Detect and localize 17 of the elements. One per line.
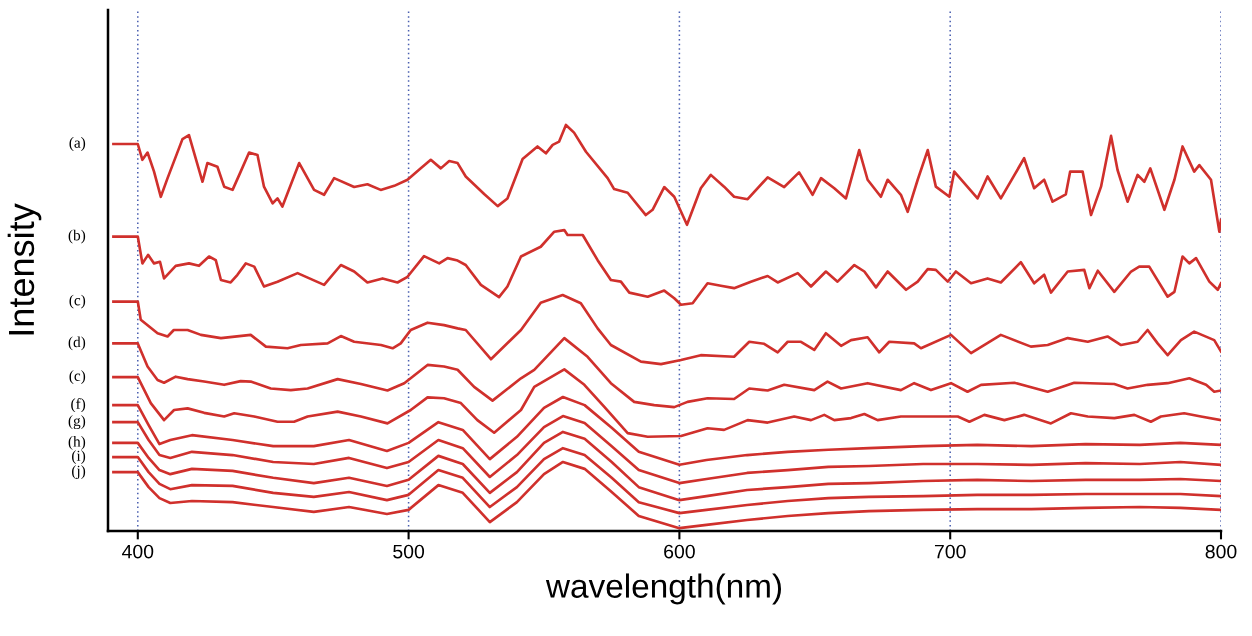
series-label: (a): [69, 137, 86, 151]
series-label: (c): [69, 294, 86, 309]
x-axis-title: wavelength(nm): [545, 573, 782, 605]
x-tick-label: 600: [664, 544, 695, 559]
series-label: (g): [68, 415, 86, 430]
series-label: (j): [72, 465, 86, 480]
y-axis-title: Intensity: [7, 203, 42, 335]
x-tick-label: 400: [122, 544, 154, 559]
series-label: (i): [72, 450, 86, 465]
series-label: (h): [68, 435, 86, 450]
series-label: (d): [68, 336, 86, 351]
x-tick-label: 700: [934, 544, 966, 559]
series-label: (b): [68, 229, 86, 244]
series-label: (f): [71, 398, 86, 413]
series-label: (c): [69, 370, 86, 385]
x-tick-label: 500: [393, 544, 425, 559]
x-tick-label: 800: [1205, 544, 1237, 559]
